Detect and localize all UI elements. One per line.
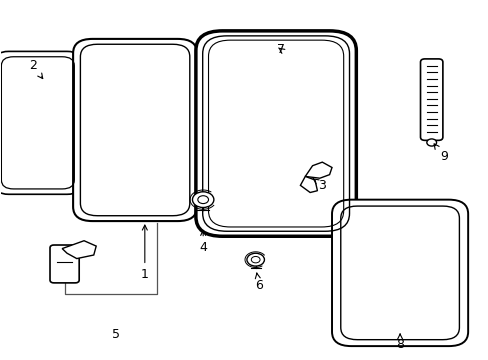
FancyBboxPatch shape [420, 59, 442, 140]
Polygon shape [300, 176, 317, 193]
FancyBboxPatch shape [73, 39, 197, 221]
Polygon shape [305, 162, 331, 178]
Circle shape [246, 253, 264, 266]
Polygon shape [62, 241, 96, 258]
Text: 6: 6 [255, 273, 263, 292]
FancyBboxPatch shape [331, 200, 467, 346]
FancyBboxPatch shape [196, 31, 356, 236]
Text: 4: 4 [199, 230, 207, 255]
Circle shape [251, 256, 260, 263]
Text: 8: 8 [395, 334, 403, 351]
Text: 9: 9 [433, 144, 447, 163]
Text: 7: 7 [276, 43, 285, 56]
Circle shape [192, 192, 213, 207]
FancyBboxPatch shape [0, 51, 81, 194]
Text: 1: 1 [141, 225, 148, 281]
Text: 3: 3 [312, 179, 325, 192]
Text: 2: 2 [29, 59, 42, 78]
Text: 5: 5 [111, 328, 120, 341]
Circle shape [198, 196, 208, 203]
FancyBboxPatch shape [50, 245, 79, 283]
Circle shape [426, 139, 436, 146]
